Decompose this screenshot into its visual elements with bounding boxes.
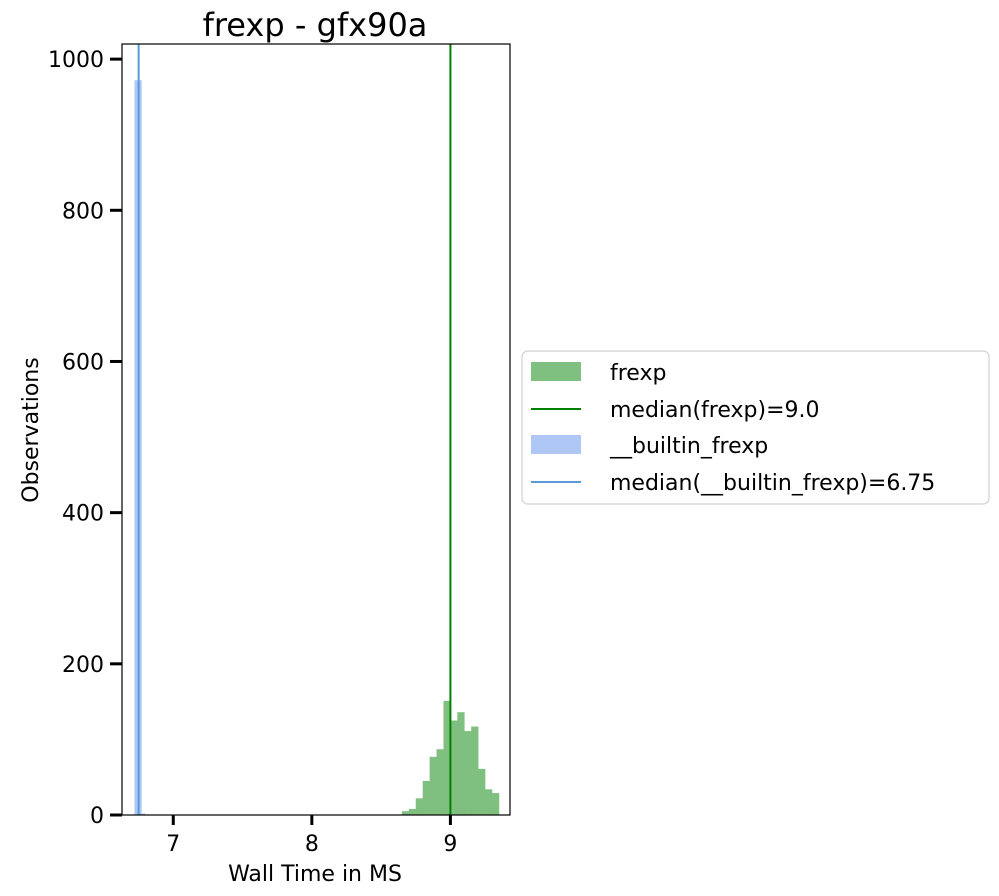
bar-frexp-11	[478, 768, 486, 815]
y-tick-label: 1000	[48, 48, 104, 73]
bar-frexp-10	[471, 726, 479, 815]
bar-builtin-frexp-0	[134, 80, 139, 815]
bar-frexp-9	[464, 731, 472, 815]
x-axis-label: Wall Time in MS	[228, 862, 402, 887]
y-tick-label: 600	[62, 350, 104, 375]
legend-label: median(__builtin_frexp)=6.75	[610, 471, 935, 496]
legend: frexp median(frexp)=9.0 __builtin_frexpmed…	[521, 350, 990, 505]
bar-frexp-2	[415, 798, 423, 815]
bar-frexp-3	[422, 780, 430, 815]
bar-frexp-0	[401, 811, 410, 815]
legend-box	[521, 350, 990, 505]
bar-builtin-frexp-1	[137, 80, 142, 815]
bar-frexp-4	[429, 756, 437, 815]
legend-label: median(frexp)=9.0	[610, 398, 820, 423]
x-tick-label: 9	[443, 832, 457, 857]
bar-frexp-1	[408, 808, 417, 815]
bar-builtin-frexp-2	[141, 813, 146, 815]
bar-frexp-13	[491, 793, 500, 815]
legend-label: frexp	[610, 361, 666, 386]
y-tick-label: 0	[90, 804, 104, 829]
median-lines	[137, 44, 452, 815]
legend-swatch	[531, 362, 581, 381]
y-axis-ticks: 0 200 400 600 800 1000	[48, 48, 122, 829]
y-tick-label: 200	[62, 653, 104, 678]
x-axis-ticks: 7 8 9	[166, 815, 457, 857]
histogram-bars	[134, 80, 500, 815]
y-tick-label: 400	[62, 502, 104, 527]
x-tick-label: 7	[166, 832, 180, 857]
legend-swatch	[531, 435, 581, 454]
bar-frexp-5	[436, 749, 444, 815]
legend-label: __builtin_frexp	[609, 434, 768, 459]
bar-frexp-7	[450, 720, 458, 815]
bar-frexp-12	[485, 789, 493, 815]
chart-title: frexp - gfx90a	[203, 6, 428, 44]
bar-frexp-6	[443, 700, 451, 815]
x-tick-label: 8	[305, 832, 319, 857]
bar-frexp-8	[457, 712, 465, 815]
y-tick-label: 800	[62, 199, 104, 224]
plot-frame	[121, 43, 511, 816]
y-axis-label: Observations	[19, 357, 44, 502]
